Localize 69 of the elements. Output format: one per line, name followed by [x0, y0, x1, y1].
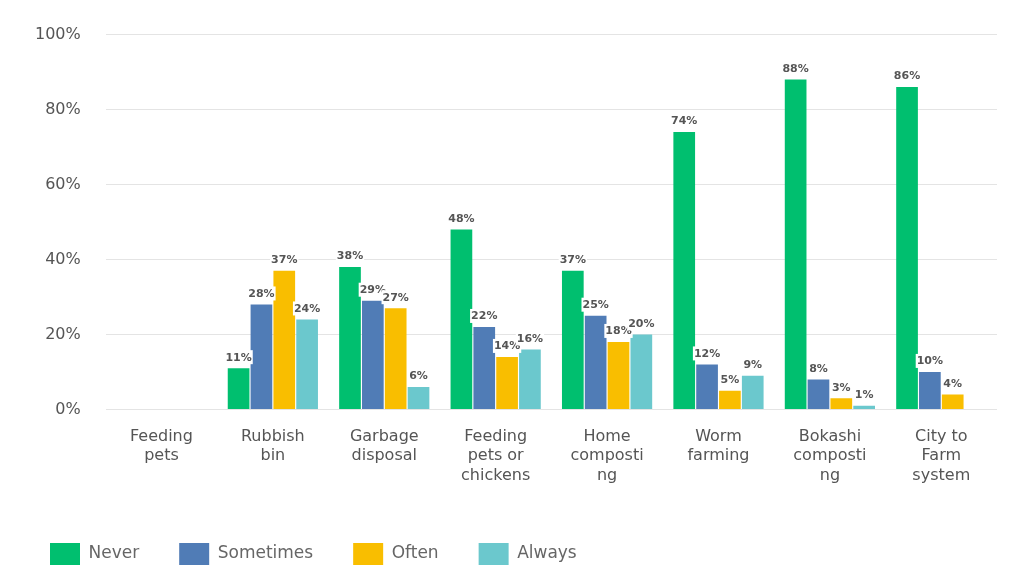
data-label: 25% — [582, 298, 609, 312]
bar — [696, 364, 718, 409]
legend-label: Sometimes — [217, 542, 314, 563]
bar — [607, 341, 630, 409]
bar — [719, 390, 741, 409]
data-label: 5% — [720, 373, 740, 387]
y-tick-label: 60% — [45, 173, 81, 193]
bar — [807, 379, 830, 409]
bar — [273, 270, 296, 409]
legend-label: Never — [88, 542, 140, 563]
bar — [250, 304, 273, 409]
bar — [673, 132, 696, 409]
data-label: 11% — [225, 350, 252, 364]
bar — [473, 326, 496, 409]
data-label: 37% — [271, 253, 298, 267]
data-label: 9% — [743, 358, 763, 372]
x-tick-label: Bokashi composting — [793, 426, 867, 484]
bar — [496, 356, 518, 409]
data-label: 24% — [293, 301, 321, 315]
bar — [296, 319, 318, 409]
data-label: 10% — [916, 354, 944, 368]
bar — [941, 394, 964, 409]
data-label: 16% — [516, 331, 544, 345]
data-label: 6% — [409, 369, 428, 383]
data-label: 8% — [809, 361, 828, 375]
y-tick-label: 20% — [45, 323, 81, 343]
bar — [227, 368, 250, 409]
bar — [561, 270, 584, 409]
data-label: 3% — [831, 380, 851, 394]
data-label: 74% — [671, 114, 698, 128]
data-label: 88% — [782, 61, 809, 75]
x-tick-label: Feeding pets — [129, 426, 193, 465]
bar — [339, 266, 361, 409]
x-tick-label: City to Farm system — [912, 426, 971, 484]
data-label: 1% — [854, 388, 874, 402]
bar — [450, 229, 473, 409]
bar — [919, 371, 941, 409]
legend-label: Often — [391, 542, 439, 563]
bar — [407, 386, 430, 409]
bar — [741, 375, 764, 409]
y-tick-label: 40% — [45, 248, 81, 268]
bar — [784, 79, 807, 409]
data-label: 4% — [943, 376, 963, 390]
x-tick-label: Feeding pets or chickens — [461, 426, 531, 484]
data-label: 12% — [693, 346, 721, 360]
bar — [384, 308, 407, 409]
bar — [519, 349, 541, 409]
x-tick-label: Home composting — [570, 426, 644, 484]
bar — [584, 315, 607, 409]
y-tick-label: 100% — [34, 23, 81, 43]
data-label: 48% — [448, 211, 475, 225]
x-tick-label: Rubbish bin — [240, 426, 305, 465]
x-tick-label: Garbage disposal — [349, 426, 419, 465]
bar — [853, 405, 875, 409]
data-label: 28% — [248, 286, 275, 300]
data-label: 20% — [628, 316, 655, 330]
y-tick-label: 80% — [45, 98, 81, 118]
data-label: 27% — [382, 290, 409, 304]
data-label: 86% — [893, 69, 921, 83]
data-label: 38% — [336, 249, 364, 263]
bar — [830, 398, 853, 409]
x-tick-label: Worm farming — [687, 426, 750, 465]
legend-label: Always — [517, 542, 577, 563]
bar — [361, 300, 384, 409]
data-label: 22% — [471, 309, 498, 323]
data-label: 37% — [559, 253, 586, 267]
y-tick-label: 0% — [55, 398, 81, 418]
bar — [896, 87, 918, 409]
bar — [630, 334, 653, 409]
